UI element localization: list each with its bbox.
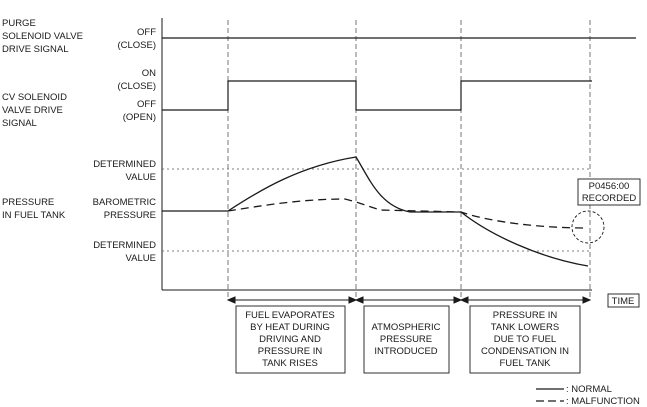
pressure-label-2: IN FUEL TANK (2, 210, 66, 221)
phase-arrow-3-left-head (459, 296, 469, 304)
phase-arrow-2-left-head (354, 296, 364, 304)
dtc-marker-circle (571, 210, 605, 244)
purge-label-2: SOLENOID VALVE (2, 31, 83, 42)
dtc-callout-box (577, 178, 641, 206)
phase-3-line-1: PRESSURE IN (493, 310, 558, 321)
pressure-malfunction-curve (227, 198, 589, 229)
phase-3-line-2: TANK LOWERS (491, 322, 559, 333)
lower-determined-label: DETERMINED (93, 240, 156, 251)
legend-normal-label: : NORMAL (566, 384, 612, 395)
barometric-sub: PRESSURE (104, 210, 156, 221)
time-box (607, 293, 640, 308)
phase-arrow-1-left-head (226, 296, 236, 304)
lower-determined-sub: VALUE (126, 253, 156, 264)
phase-arrows (226, 296, 592, 304)
cv-off-sub: (OPEN) (123, 112, 156, 123)
purge-label-3: DRIVE SIGNAL (2, 44, 69, 55)
phase-arrow-2-right-head (453, 296, 463, 304)
purge-off-label: OFF (137, 27, 156, 38)
dtc-recorded: RECORDED (582, 193, 637, 204)
cv-signal-line (162, 80, 592, 111)
phase-3-line-4: CONDENSATION IN (481, 346, 569, 357)
legend-malfunction-label: : MALFUNCTION (566, 396, 640, 407)
time-label: TIME (612, 296, 635, 307)
phase-1-line-5: TANK RISES (262, 358, 318, 369)
cv-label-1: CV SOLENOID (2, 92, 67, 103)
phase-2-line-3: INTRODUCED (374, 346, 437, 357)
upper-determined-label: DETERMINED (93, 159, 156, 170)
phase-1-line-3: DRIVING AND (259, 334, 321, 345)
phase-box-2 (363, 305, 450, 374)
phase-2-line-1: ATMOSPHERIC (372, 322, 441, 333)
cv-on-sub: (CLOSE) (117, 81, 156, 92)
phase-1-line-4: PRESSURE IN (258, 346, 323, 357)
pressure-normal-curve (162, 156, 589, 267)
phase-1-line-1: FUEL EVAPORATES (245, 310, 335, 321)
phase-3-line-5: FUEL TANK (499, 358, 551, 369)
phase-boundaries (227, 20, 591, 300)
phase-box-1 (235, 305, 346, 374)
cv-on-label: ON (142, 68, 156, 79)
phase-box-3 (469, 305, 581, 374)
barometric-label: BAROMETRIC (93, 197, 156, 208)
cv-label-3: SIGNAL (2, 118, 37, 129)
pressure-label-1: PRESSURE (2, 197, 54, 208)
phase-2-line-2: PRESSURE (380, 334, 432, 345)
phase-arrow-3-right-head (582, 296, 592, 304)
cv-label-2: VALVE DRIVE (2, 105, 63, 116)
phase-arrow-1-right-head (348, 296, 358, 304)
purge-off-sub: (CLOSE) (117, 40, 156, 51)
phase-1-line-2: BY HEAT DURING (250, 322, 330, 333)
phase-3-line-3: DUE TO FUEL (494, 334, 556, 345)
dtc-code: P0456:00 (589, 181, 630, 192)
purge-label-1: PURGE (2, 18, 36, 29)
cv-off-label: OFF (137, 99, 156, 110)
upper-determined-sub: VALUE (126, 172, 156, 183)
